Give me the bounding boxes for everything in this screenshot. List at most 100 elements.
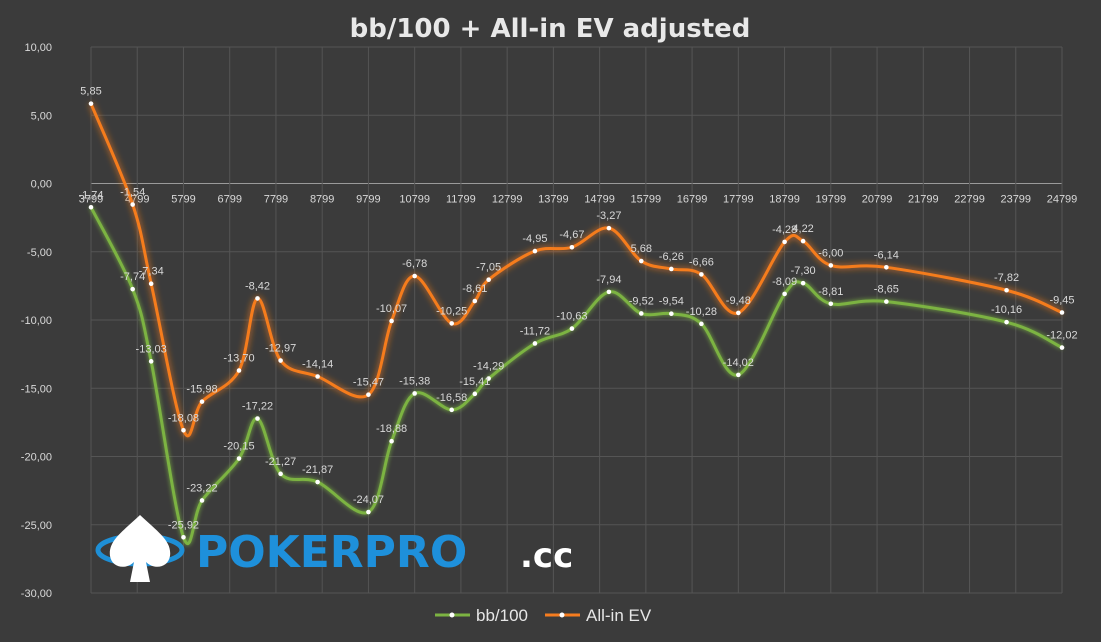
data-label-bb100: -14,02 bbox=[723, 357, 754, 369]
point-allin-ev bbox=[255, 296, 260, 301]
data-label-allin-ev: -6,66 bbox=[689, 256, 714, 268]
point-allin-ev bbox=[148, 281, 154, 286]
data-label-bb100: -21,87 bbox=[302, 464, 333, 476]
legend: bb/100 All-in EV bbox=[435, 606, 652, 625]
point-bb100 bbox=[88, 204, 94, 210]
data-label-allin-ev: -4,95 bbox=[522, 233, 547, 245]
x-tick-label: 16799 bbox=[677, 194, 708, 206]
data-label-bb100: -10,63 bbox=[556, 311, 587, 323]
x-tick-label: 13799 bbox=[538, 194, 569, 206]
point-allin-ev bbox=[669, 266, 674, 272]
y-tick-label: -30,00 bbox=[21, 588, 52, 600]
data-label-allin-ev: -6,78 bbox=[402, 258, 427, 270]
data-label-bb100: -18,88 bbox=[376, 423, 407, 435]
y-tick-label: -25,00 bbox=[21, 520, 52, 532]
point-allin-ev bbox=[199, 399, 205, 404]
point-allin-ev bbox=[472, 298, 478, 304]
data-label-bb100: -8,65 bbox=[874, 284, 899, 296]
data-label-bb100: -14,29 bbox=[473, 361, 504, 373]
x-tick-label: 19799 bbox=[816, 194, 847, 206]
x-tick-label: 15799 bbox=[631, 194, 662, 206]
legend-label-allin-ev: All-in EV bbox=[586, 606, 652, 625]
data-label-allin-ev: 5,85 bbox=[80, 86, 101, 98]
data-label-bb100: -17,22 bbox=[242, 401, 273, 413]
x-tick-label: 10799 bbox=[399, 194, 430, 206]
point-allin-ev bbox=[800, 238, 806, 244]
point-allin-ev bbox=[130, 202, 135, 207]
x-tick-label: 12799 bbox=[492, 194, 523, 206]
data-label-allin-ev: -14,14 bbox=[302, 359, 333, 371]
data-label-allin-ev: 5,68 bbox=[631, 243, 652, 255]
point-allin-ev bbox=[736, 310, 741, 316]
data-label-allin-ev: -10,07 bbox=[376, 303, 407, 315]
y-tick-label: -20,00 bbox=[21, 452, 52, 464]
x-tick-label: 6799 bbox=[217, 194, 241, 206]
point-allin-ev bbox=[389, 318, 394, 324]
point-allin-ev bbox=[1004, 287, 1009, 293]
x-tick-label: 21799 bbox=[908, 194, 939, 206]
x-tick-label: 7799 bbox=[264, 194, 288, 206]
y-tick-label: -5,00 bbox=[27, 247, 52, 259]
point-bb100 bbox=[236, 456, 242, 461]
point-bb100 bbox=[412, 391, 417, 396]
point-allin-ev bbox=[782, 239, 787, 245]
data-label-allin-ev: -8,61 bbox=[462, 283, 487, 295]
x-tick-label: 3799 bbox=[79, 194, 103, 206]
point-bb100 bbox=[148, 359, 154, 364]
x-tick-label: 17799 bbox=[723, 194, 754, 206]
point-bb100 bbox=[828, 301, 834, 307]
point-bb100 bbox=[884, 299, 889, 304]
data-label-bb100: -15,38 bbox=[399, 375, 430, 387]
legend-item-bb100: bb/100 bbox=[435, 606, 528, 625]
data-label-bb100: -12,02 bbox=[1046, 330, 1077, 342]
point-allin-ev bbox=[1059, 310, 1065, 315]
point-bb100 bbox=[569, 326, 575, 331]
data-label-allin-ev: -6,14 bbox=[874, 249, 899, 261]
data-label-allin-ev: -15,47 bbox=[353, 377, 384, 389]
data-label-bb100: -10,16 bbox=[991, 304, 1022, 316]
data-label-allin-ev: 4,22 bbox=[792, 223, 813, 235]
point-bb100 bbox=[736, 372, 741, 378]
x-axis-ticks: 3799 4799 5799 6799 7799 8799 9799 10799 11799 12… bbox=[79, 194, 1078, 206]
point-bb100 bbox=[606, 289, 612, 295]
point-allin-ev bbox=[486, 277, 491, 283]
point-allin-ev bbox=[606, 225, 612, 231]
x-tick-label: 8799 bbox=[310, 194, 334, 206]
y-tick-label: 0,00 bbox=[31, 179, 52, 191]
data-label-bb100: -24,07 bbox=[353, 494, 384, 506]
point-bb100 bbox=[1004, 319, 1009, 325]
data-label-allin-ev: -4,28 bbox=[772, 224, 797, 236]
point-bb100 bbox=[199, 498, 205, 503]
point-allin-ev bbox=[884, 265, 889, 270]
data-label-allin-ev: -7,05 bbox=[476, 262, 501, 274]
point-allin-ev bbox=[569, 244, 575, 250]
data-label-allin-ev: -13,70 bbox=[223, 353, 254, 365]
x-tick-label: 22799 bbox=[954, 194, 985, 206]
x-tick-label: 14799 bbox=[584, 194, 615, 206]
data-label-bb100: -7,30 bbox=[791, 265, 816, 277]
data-label-allin-ev: -9,45 bbox=[1049, 294, 1074, 306]
data-label-bb100: -7,94 bbox=[596, 274, 621, 286]
data-label-bb100: -8,09 bbox=[772, 276, 797, 288]
legend-item-allin-ev: All-in EV bbox=[545, 606, 652, 625]
point-allin-ev bbox=[699, 272, 704, 277]
data-label-allin-ev: -6,00 bbox=[818, 247, 843, 259]
spade-icon bbox=[109, 515, 171, 582]
chart-title: bb/100 + All-in EV adjusted bbox=[350, 14, 751, 44]
point-bb100 bbox=[278, 471, 283, 477]
data-label-allin-ev: -4,67 bbox=[559, 229, 584, 241]
data-label-bb100: -9,54 bbox=[659, 296, 684, 308]
logo-text-suffix: .cc bbox=[520, 536, 573, 576]
point-bb100 bbox=[486, 376, 491, 381]
data-label-bb100: -7,74 bbox=[120, 271, 145, 283]
x-tick-label: 9799 bbox=[356, 194, 380, 206]
series-layer bbox=[88, 101, 1065, 546]
point-bb100 bbox=[449, 407, 455, 413]
data-label-allin-ev: -10,25 bbox=[436, 305, 467, 317]
x-tick-label: 18799 bbox=[769, 194, 800, 206]
point-allin-ev bbox=[315, 374, 320, 379]
data-label-allin-ev: -7,34 bbox=[139, 266, 164, 278]
logo-text-main: POKERPRO bbox=[196, 527, 467, 578]
y-tick-label: -15,00 bbox=[21, 383, 52, 395]
